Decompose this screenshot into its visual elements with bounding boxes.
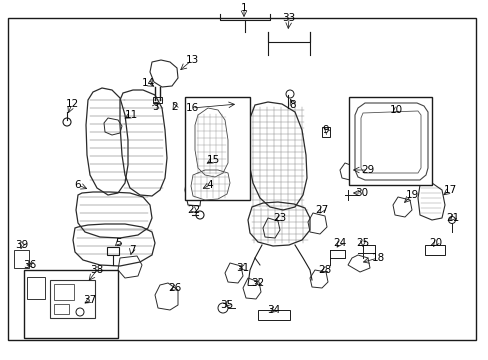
Text: 2: 2 [171,102,178,112]
Text: 35: 35 [220,300,233,310]
Text: 23: 23 [273,213,286,223]
Text: 39: 39 [15,240,29,250]
Text: 32: 32 [251,278,264,288]
Text: 33: 33 [282,13,295,23]
Bar [8,18,475,340]
Text: 36: 36 [23,260,37,270]
Bar [54,284,74,300]
Text: 12: 12 [65,99,79,109]
Text: 30: 30 [355,188,368,198]
Bar [153,97,162,103]
Text: 24: 24 [333,238,346,248]
Text: 10: 10 [388,105,402,115]
Text: 11: 11 [124,110,137,120]
Bar [321,127,329,137]
Text: 8: 8 [289,100,296,110]
Text: 28: 28 [318,265,331,275]
Bar [107,247,119,255]
Text: 21: 21 [446,213,459,223]
Text: 16: 16 [185,103,198,113]
Text: 19: 19 [405,190,418,200]
Text: 13: 13 [185,55,198,65]
Text: 25: 25 [356,238,369,248]
Text: 14: 14 [141,78,154,88]
Text: 38: 38 [90,265,103,275]
Text: 20: 20 [428,238,442,248]
Text: 18: 18 [370,253,384,263]
Text: 9: 9 [322,125,328,135]
Text: 5: 5 [115,238,121,248]
Bar [424,245,444,255]
Text: 31: 31 [236,263,249,273]
Bar [54,304,69,314]
Text: 37: 37 [83,295,97,305]
Bar [184,97,249,200]
Text: 22: 22 [187,205,200,215]
Bar [50,280,95,318]
Text: 17: 17 [443,185,456,195]
Bar [348,97,431,185]
Text: 6: 6 [75,180,81,190]
Text: 26: 26 [168,283,181,293]
Bar [14,250,29,268]
Text: 3: 3 [151,102,158,112]
Bar [24,270,118,338]
Text: 29: 29 [361,165,374,175]
Text: 27: 27 [315,205,328,215]
Text: 1: 1 [240,3,247,13]
Text: 15: 15 [206,155,219,165]
Text: 4: 4 [206,180,213,190]
Text: 34: 34 [267,305,280,315]
Bar [237,100,244,108]
Text: 7: 7 [128,245,135,255]
Bar [258,310,289,320]
Bar [27,277,45,299]
